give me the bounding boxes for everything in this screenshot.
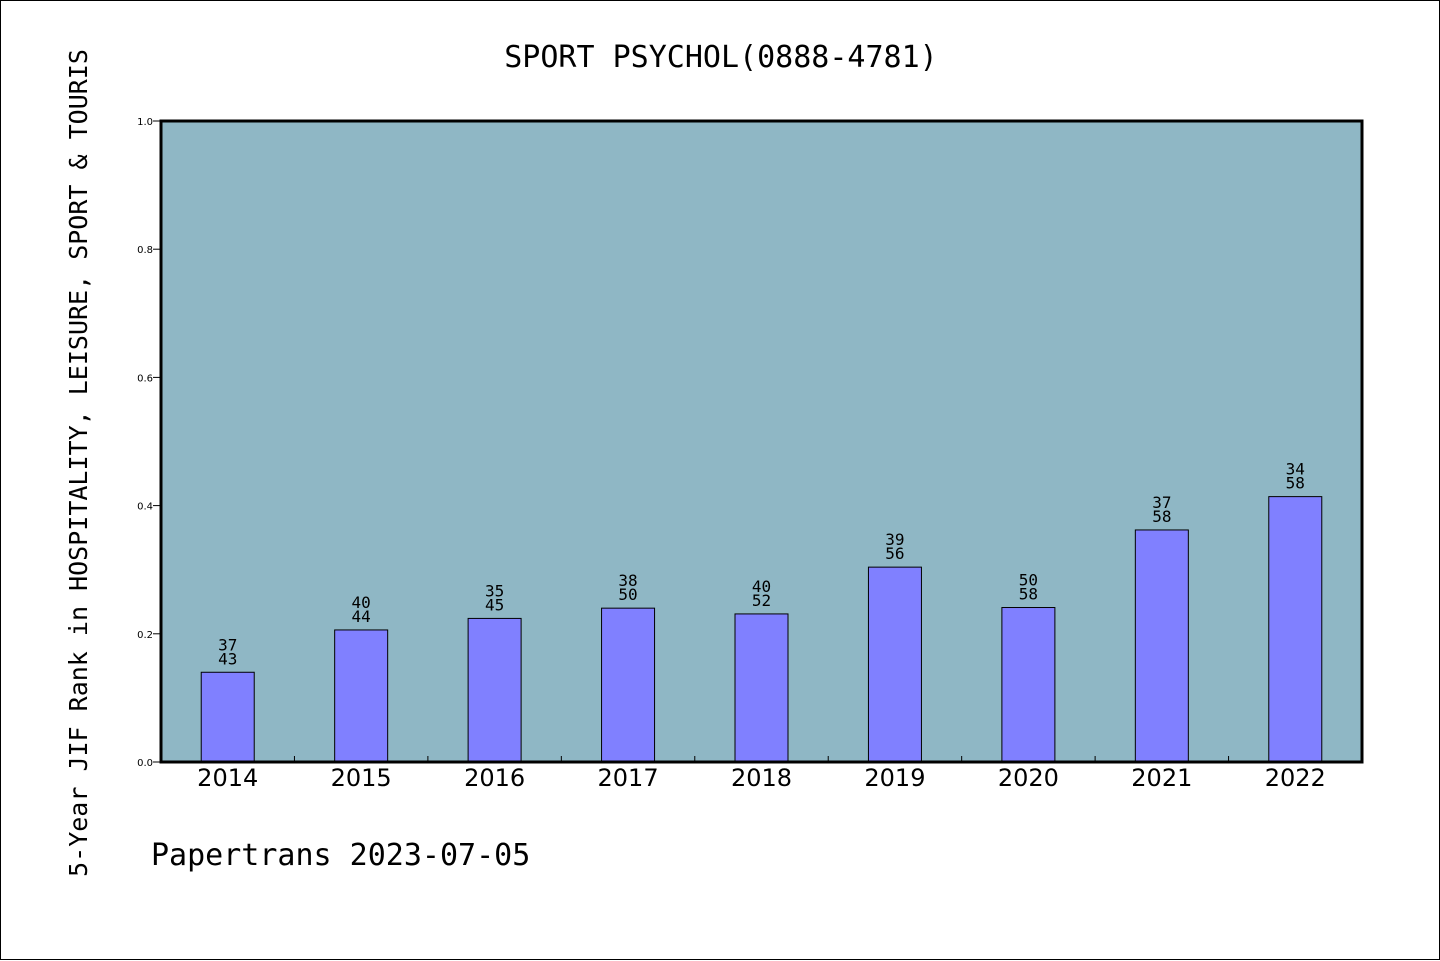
y-axis-ticks: 0.0 0.2 0.4 0.6 0.8 1.0 [137,117,161,769]
bar-2016 [467,617,522,763]
bar-2018 [734,613,789,763]
x-tick-label: 2014 [197,764,258,792]
x-tick-label: 2016 [464,764,525,792]
bar-label-bottom: 44 [352,607,371,626]
bar-2014 [200,671,255,763]
bar-label-bottom: 52 [752,591,771,610]
bar-label-top: 40 [352,593,371,612]
bar-2017 [601,607,656,763]
y-tick-label: 0.8 [137,245,153,256]
bar-2015 [334,629,389,763]
x-axis-ticks: 2014 2015 2016 2017 2018 2019 2020 2021 2022 [197,756,1326,792]
bar-label-top: 35 [485,581,504,600]
bar-label-bottom: 58 [1019,585,1038,604]
x-tick-label: 2018 [731,764,792,792]
bar-label-top: 39 [885,530,904,549]
x-tick-label: 2020 [998,764,1059,792]
y-tick-label: 1.0 [137,117,153,128]
bar-label-bottom: 43 [218,649,237,668]
y-tick-label: 0.4 [137,502,153,513]
x-tick-label: 2022 [1265,764,1326,792]
bar-label-top: 40 [752,577,771,596]
bar-label-top: 50 [1019,571,1038,590]
footer-source-date: Papertrans 2023-07-05 [151,838,530,873]
x-tick-label: 2019 [864,764,925,792]
y-tick-label: 0.6 [137,373,153,384]
x-tick-label: 2021 [1131,764,1192,792]
bar-label-top: 37 [218,635,237,654]
x-tick-label: 2015 [331,764,392,792]
bar-2022 [1268,496,1323,763]
bar-2019 [867,566,922,763]
chart-title: SPORT PSYCHOL(0888-4781) [504,40,937,75]
y-tick-label: 0.0 [137,758,153,769]
y-tick-label: 0.2 [137,630,153,641]
bar-label-top: 38 [618,571,637,590]
bar-2021 [1134,529,1189,763]
plot-border [159,119,1364,764]
bar-label-bottom: 45 [485,595,504,614]
bar-label-bottom: 58 [1152,507,1171,526]
bar-label-top: 34 [1286,460,1305,479]
bar-label-bottom: 56 [885,544,904,563]
bar-label-bottom: 58 [1286,474,1305,493]
y-axis-label: 5-Year JIF Rank in HOSPITALITY, LEISURE,… [64,49,93,877]
x-tick-label: 2017 [598,764,659,792]
bar-label-top: 37 [1152,493,1171,512]
bar-2020 [1001,607,1056,763]
bar-label-bottom: 50 [618,585,637,604]
